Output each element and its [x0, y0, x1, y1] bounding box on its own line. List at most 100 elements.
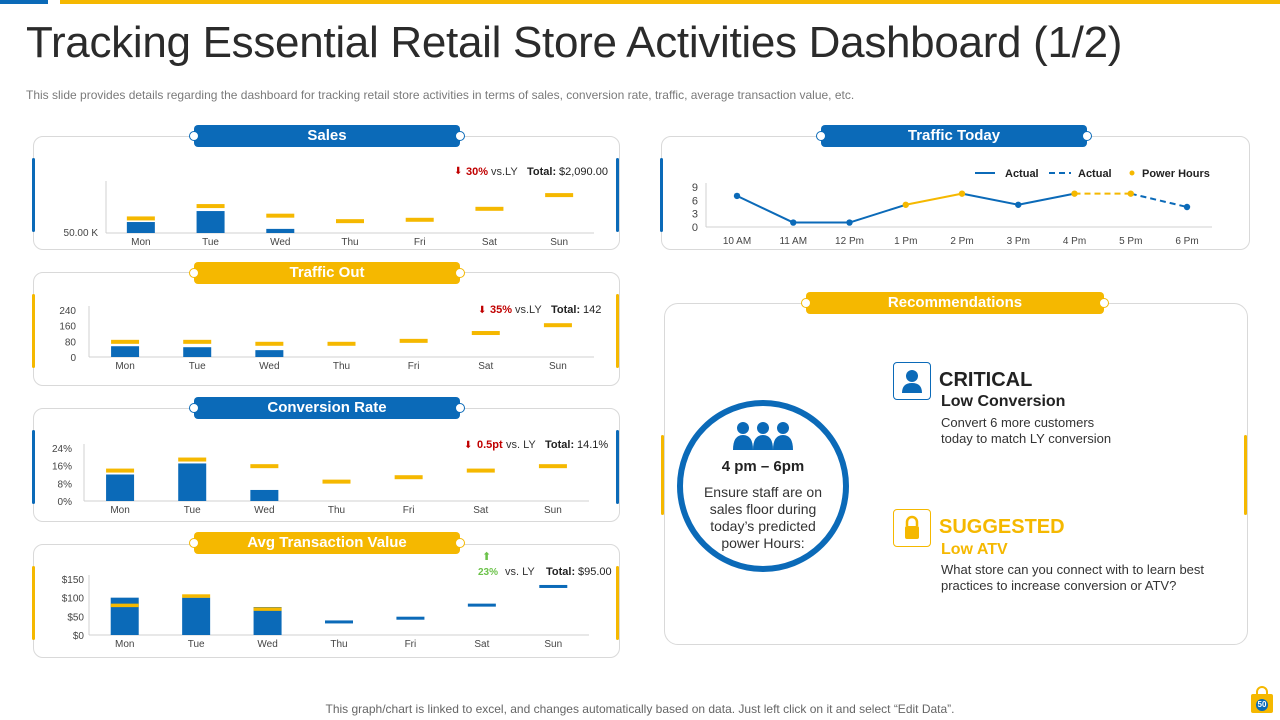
atv-marker-this-year	[467, 603, 496, 607]
traffic-out-delta-label: vs.LY	[515, 304, 542, 316]
sales-total-value: $2,090.00	[559, 166, 608, 178]
sales-title-pill: Sales	[189, 125, 465, 147]
critical-person-icon	[902, 370, 922, 393]
legend-actual-label: Actual	[1005, 168, 1039, 180]
traffic-today-point	[1183, 203, 1191, 211]
recommendations-title-pill: Recommendations	[801, 292, 1109, 314]
conversion-x-label: Thu	[328, 505, 345, 516]
conversion-delta-label: vs. LY	[506, 439, 536, 451]
traffic-today-y-tick: 6	[692, 195, 698, 207]
traffic-today-x-label: 2 Pm	[950, 236, 973, 247]
atv-panel: $150 $100 $50 $0 Mon Tue Wed Thu Fri Sat Sun ⬆ 23%…	[33, 544, 620, 658]
traffic_out-x-label: Sat	[478, 361, 493, 372]
atv-y-tick: $150	[62, 575, 85, 586]
sales-x-label: Sun	[550, 237, 568, 248]
atv-x-label: Mon	[115, 639, 134, 650]
atv-marker-last-year	[253, 607, 282, 611]
traffic-today-chart: 96 30 10 AM 11 AM 12 Pm 1 Pm 2 Pm 3 Pm 4 Pm 5 Pm 6…	[692, 168, 1212, 247]
suggested-icon-box	[893, 509, 931, 547]
suggested-label: SUGGESTED	[939, 516, 1065, 538]
sales-y-tick: 50.00 K	[64, 228, 99, 239]
atv-marker-this-year	[396, 616, 425, 620]
footer-note: This graph/chart is linked to excel, and…	[325, 702, 955, 716]
atv-chart: $150 $100 $50 $0 Mon Tue Wed Thu Fri Sat Sun ⬆ 23%…	[62, 551, 612, 650]
conversion-x-label: Fri	[403, 505, 415, 516]
critical-subtitle: Low Conversion	[941, 393, 1066, 410]
atv-delta-arrow: ⬆	[482, 551, 491, 563]
atv-x-label: Sun	[544, 639, 562, 650]
traffic_out-bar-this-year	[255, 350, 284, 357]
atv-delta-label: vs. LY	[505, 566, 535, 578]
traffic-today-point	[902, 201, 909, 208]
traffic_out-x-label: Wed	[259, 361, 279, 372]
traffic_out-y-tick: 80	[65, 337, 77, 348]
atv-accent-right	[616, 566, 619, 640]
atv-bar-this-year	[182, 597, 211, 635]
traffic_out-marker-last-year	[183, 339, 212, 344]
traffic-today-x-label: 6 Pm	[1175, 236, 1198, 247]
atv-total-value: $95.00	[578, 566, 612, 578]
sales-delta-label: vs.LY	[491, 166, 518, 178]
traffic-today-title-pill: Traffic Today	[816, 125, 1092, 147]
traffic-today-point	[846, 219, 853, 226]
conversion-x-label: Sat	[473, 505, 488, 516]
critical-text-line1: Convert 6 more customers	[941, 415, 1095, 430]
atv-y-tick: $50	[67, 612, 84, 623]
atv-total-label: Total:	[546, 566, 575, 578]
atv-y-tick: $0	[73, 631, 85, 642]
sales-marker-last-year	[126, 216, 155, 221]
traffic-out-accent-right	[616, 294, 619, 368]
conversion-delta: ⬇ 0.5pt vs. LY Total: 14.1%	[464, 439, 608, 451]
traffic-today-y-tick: 0	[692, 222, 698, 234]
sales-marker-last-year	[336, 219, 364, 224]
conversion-delta-arrow: ⬇	[464, 440, 472, 451]
sales-marker-last-year	[475, 206, 504, 211]
traffic-out-total-label: Total:	[551, 304, 580, 316]
sales-delta-value: 30%	[466, 166, 488, 178]
traffic_out-marker-last-year	[399, 338, 428, 343]
power-hours-circle: 4 pm – 6pm Ensure staff are on sales flo…	[677, 400, 849, 572]
traffic_out-bar-this-year	[111, 346, 140, 357]
page-title: Tracking Essential Retail Store Activiti…	[26, 18, 1123, 67]
atv-bar-this-year	[110, 597, 139, 635]
atv-marker-last-year	[182, 594, 211, 598]
traffic-today-accent-left	[660, 158, 663, 232]
traffic_out-marker-last-year	[471, 331, 500, 336]
conversion-y-tick: 16%	[52, 462, 72, 473]
traffic-today-x-label: 12 Pm	[835, 236, 864, 247]
traffic-out-delta-arrow: ⬇	[478, 305, 486, 316]
conversion-accent-right	[616, 430, 619, 504]
sales-marker-last-year	[266, 213, 295, 218]
atv-marker-this-year	[325, 620, 353, 624]
sales-bar-this-year	[196, 211, 225, 233]
atv-delta-value: 23%	[478, 567, 498, 578]
traffic-out-delta-value: 35%	[490, 304, 512, 316]
conversion-total-label: Total:	[545, 439, 574, 451]
atv-marker-this-year	[539, 584, 568, 588]
traffic_out-marker-last-year	[327, 341, 356, 346]
page-number-badge: 50	[1250, 686, 1274, 714]
traffic_out-marker-last-year	[111, 339, 140, 344]
sales-delta-arrow: ⬇	[454, 166, 462, 177]
traffic-today-x-label: 11 AM	[779, 236, 807, 247]
atv-y-tick: $100	[62, 594, 85, 605]
traffic-today-y-tick: 3	[692, 209, 698, 221]
conversion-y-tick: 8%	[58, 479, 73, 490]
group-people-icon	[733, 422, 793, 450]
conversion-marker-last-year	[106, 468, 135, 473]
traffic-out-chart: 240 160 80 0 Mon Tue Wed Thu Fri Sat Sun ⬇ 35% vs.…	[59, 304, 601, 372]
conversion-bar-this-year	[106, 474, 135, 501]
power-hours-time: 4 pm – 6pm	[721, 458, 805, 475]
traffic-out-accent-left	[32, 294, 35, 368]
page-subtitle: This slide provides details regarding th…	[26, 88, 855, 102]
suggested-lock-icon	[905, 515, 919, 539]
conversion-title-pill: Conversion Rate	[189, 397, 465, 419]
conversion-bar-this-year	[178, 463, 207, 501]
atv-x-label: Wed	[257, 639, 277, 650]
sales-x-label: Tue	[202, 237, 219, 248]
atv-x-label: Sat	[474, 639, 489, 650]
conversion-marker-last-year	[322, 479, 351, 484]
traffic_out-y-tick: 240	[59, 306, 76, 317]
traffic_out-marker-last-year	[543, 323, 572, 328]
sales-bar-this-year	[126, 222, 155, 233]
